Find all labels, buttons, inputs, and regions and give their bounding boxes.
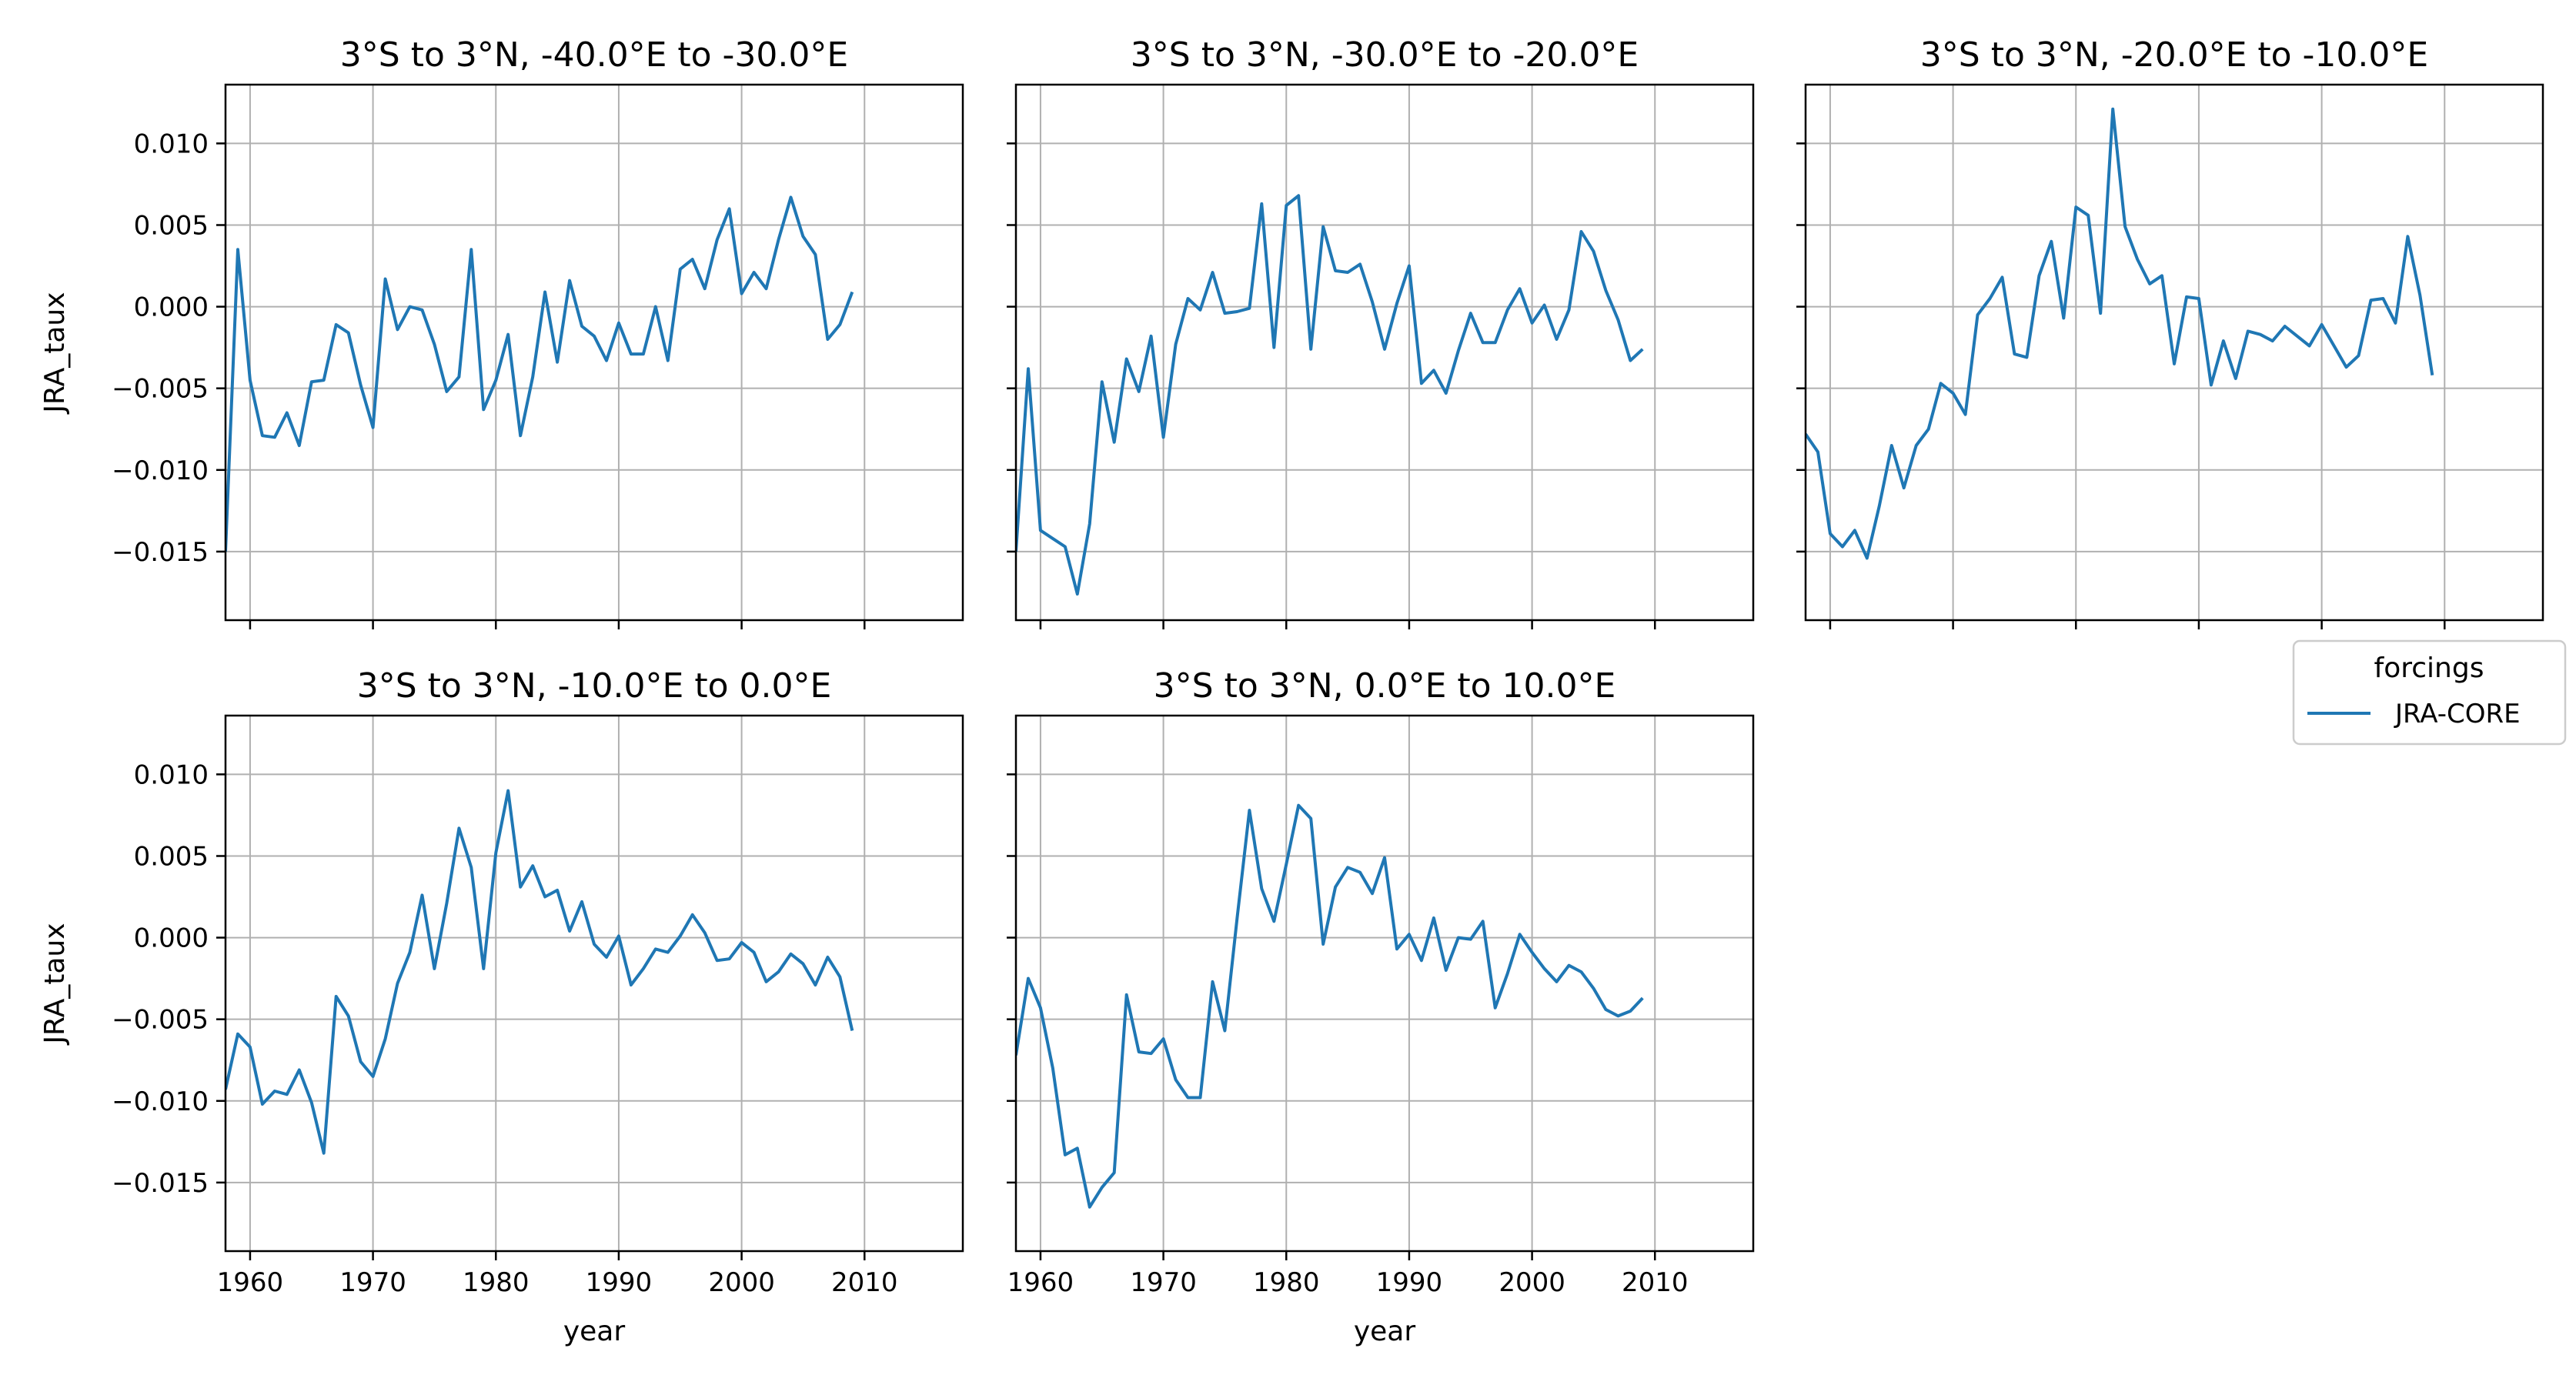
x-tick-label: 1980 — [463, 1267, 530, 1298]
y-tick-label: −0.010 — [112, 456, 209, 486]
subplot-4: −0.015 −0.010 −0.005 0.000 0.005 0.010 1960 197… — [39, 666, 964, 1347]
series-line-jra-core — [226, 789, 854, 1155]
series-line-jra-core — [1016, 194, 1644, 596]
y-tick-label: 0.000 — [134, 292, 209, 323]
legend: forcings JRA-CORE — [2292, 639, 2567, 746]
y-tick-label: 0.010 — [134, 128, 209, 159]
axes-frame — [1014, 83, 1755, 622]
x-axis-label: year — [563, 1316, 626, 1347]
x-tick-label: 1990 — [1376, 1267, 1443, 1298]
subplot-grid: −0.015 −0.010 −0.005 0.000 0.005 0.010 3°S to … — [39, 35, 2544, 1347]
x-tick-label: 1980 — [1253, 1267, 1320, 1298]
subplot-2: 3°S to 3°N, -30.0°E to -20.0°E — [1007, 35, 1755, 629]
y-tick-label: 0.005 — [134, 841, 209, 872]
subplot-title: 3°S to 3°N, -30.0°E to -20.0°E — [1131, 35, 1639, 75]
x-tick-label: 1990 — [586, 1267, 653, 1298]
x-tick-label: 1970 — [339, 1267, 406, 1298]
subplot-5: 1960 1970 1980 1990 2000 2010 3°S to 3°N, 0.0°… — [1007, 666, 1755, 1347]
series-line-jra-core — [1806, 107, 2434, 560]
y-tick-label: −0.015 — [112, 537, 209, 568]
legend-title: forcings — [2374, 652, 2484, 684]
y-tick-label: −0.010 — [112, 1086, 209, 1117]
subplot-title: 3°S to 3°N, -10.0°E to 0.0°E — [357, 666, 832, 706]
legend-label-jra-core: JRA-CORE — [2394, 699, 2521, 729]
y-tick-label: 0.010 — [134, 759, 209, 790]
axes-frame — [1014, 714, 1755, 1253]
y-axis-label: JRA_taux — [39, 923, 71, 1045]
series-line-jra-core — [1016, 803, 1644, 1209]
x-axis-label: year — [1354, 1316, 1416, 1347]
subplot-1: −0.015 −0.010 −0.005 0.000 0.005 0.010 3°S to … — [39, 35, 964, 629]
subplot-title: 3°S to 3°N, -40.0°E to -30.0°E — [340, 35, 848, 75]
y-tick-label: −0.005 — [112, 1005, 209, 1036]
x-tick-label: 2000 — [1498, 1267, 1565, 1298]
x-tick-label: 2000 — [708, 1267, 775, 1298]
y-tick-label: 0.000 — [134, 923, 209, 954]
subplot-3: 3°S to 3°N, -20.0°E to -10.0°E — [1796, 35, 2544, 629]
y-axis-label: JRA_taux — [39, 292, 71, 414]
y-tick-label: −0.015 — [112, 1168, 209, 1199]
x-tick-label: 2010 — [831, 1267, 898, 1298]
series-line-jra-core — [226, 195, 854, 552]
axes-frame — [1804, 83, 2544, 622]
subplot-title: 3°S to 3°N, -20.0°E to -10.0°E — [1920, 35, 2428, 75]
y-tick-label: 0.005 — [134, 210, 209, 241]
y-tick-label: −0.005 — [112, 374, 209, 405]
axes-frame — [224, 83, 964, 622]
x-tick-label: 2010 — [1622, 1267, 1689, 1298]
x-tick-label: 1960 — [217, 1267, 284, 1298]
legend-frame — [2292, 639, 2567, 746]
subplot-title: 3°S to 3°N, 0.0°E to 10.0°E — [1154, 666, 1616, 706]
x-tick-label: 1960 — [1007, 1267, 1074, 1298]
x-tick-label: 1970 — [1130, 1267, 1197, 1298]
axes-frame — [224, 714, 964, 1253]
